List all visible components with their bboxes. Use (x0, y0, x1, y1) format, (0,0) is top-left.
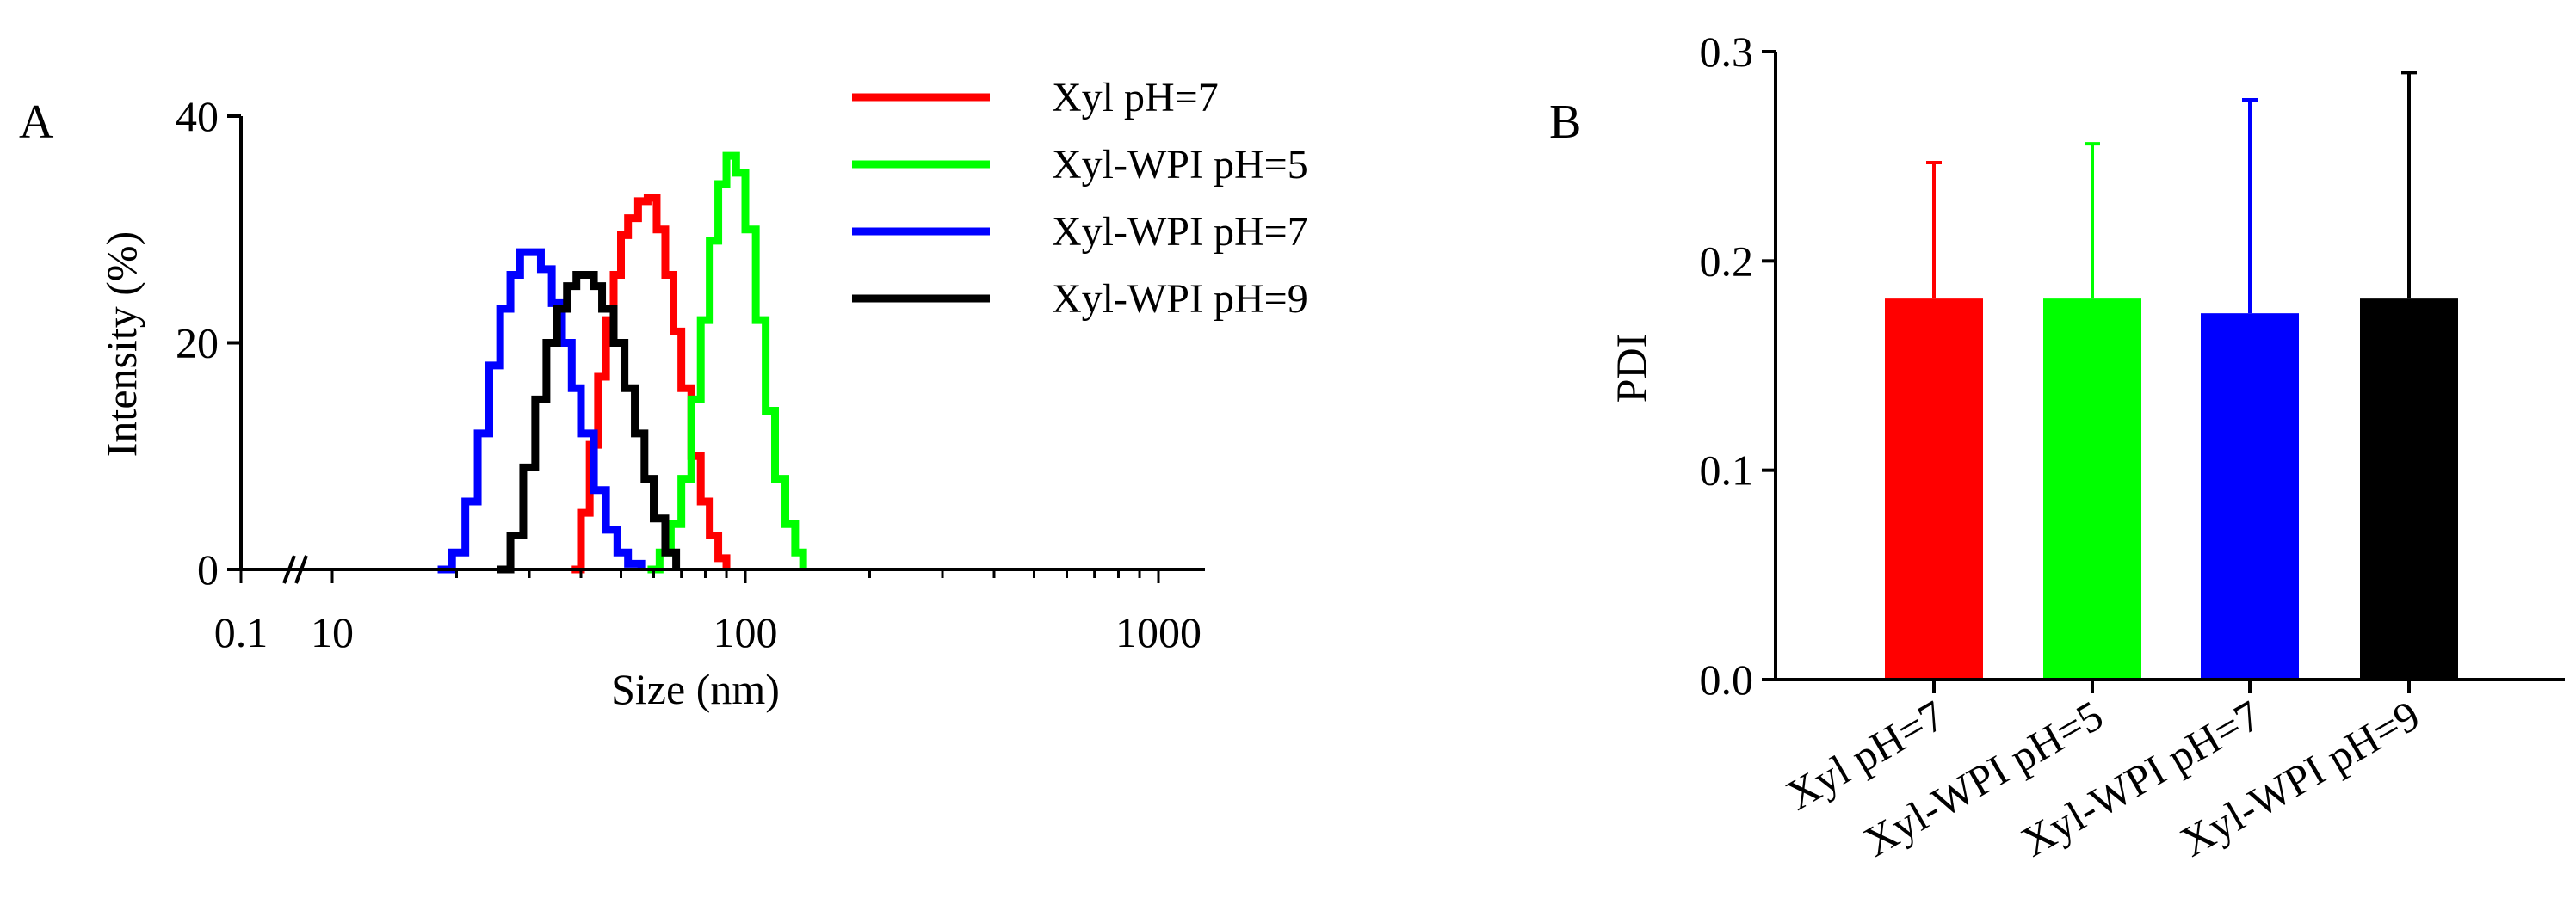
panel-a-legend: Xyl pH=7 Xyl-WPI pH=5 Xyl-WPI pH=7 Xyl-WPI … (852, 75, 1308, 322)
panel-a-legend-label: Xyl-WPI pH=7 (1052, 209, 1308, 255)
panel-b-bar (1885, 298, 1983, 680)
panel-a-series-line (497, 270, 681, 574)
panel-b-y-axis-title: PDI (1607, 334, 1655, 403)
panel-b-bar (2360, 298, 2458, 680)
panel-a-axis-break (282, 555, 308, 584)
panel-a-y-tick-label: 0 (197, 545, 219, 594)
panel-a-legend-label: Xyl-WPI pH=5 (1052, 142, 1308, 188)
panel-a-legend-label: Xyl pH=7 (1052, 75, 1219, 120)
panel-a-y-ticks: 0 20 40 (176, 92, 241, 594)
panel-b-y-ticks: 0.0 0.1 0.2 0.3 (1700, 28, 1776, 704)
panel-b-y-tick-label: 0.0 (1700, 655, 1754, 704)
panel-a-legend-label: Xyl-WPI pH=9 (1052, 276, 1308, 322)
panel-b-y-tick-label: 0.1 (1700, 446, 1754, 495)
panel-b-bar (2201, 313, 2299, 680)
panel-a-y-tick-label: 20 (176, 319, 219, 367)
panel-a: A 0 20 40 0.1 10 100 1000 Size (nm) Intensity… (19, 75, 1308, 713)
panel-a-y-tick-label: 40 (176, 92, 219, 140)
panel-a-label: A (19, 95, 54, 149)
panel-a-x-tick-label: 1000 (1115, 608, 1202, 656)
panel-a-x-tick-label: 100 (713, 608, 778, 656)
panel-a-x-axis-title: Size (nm) (611, 665, 780, 713)
panel-a-series-line (571, 194, 731, 574)
panel-b-y-tick-label: 0.3 (1700, 28, 1754, 76)
panel-a-series-line (437, 248, 646, 574)
panel-b-y-tick-label: 0.2 (1700, 237, 1754, 285)
panel-a-plot-area (437, 151, 807, 574)
panel-b-label: B (1549, 95, 1581, 149)
panel-a-x-tick-label: 0.1 (214, 608, 269, 656)
panel-a-y-axis-title: Intensity (%) (97, 231, 145, 457)
panel-a-x-tick-label: 10 (311, 608, 354, 656)
panel-a-x-ticks: 0.1 10 100 1000 (214, 569, 1202, 656)
panel-b-plot-area (1885, 71, 2458, 680)
panel-b-bar (2043, 298, 2141, 680)
panel-a-series-line (647, 151, 807, 574)
